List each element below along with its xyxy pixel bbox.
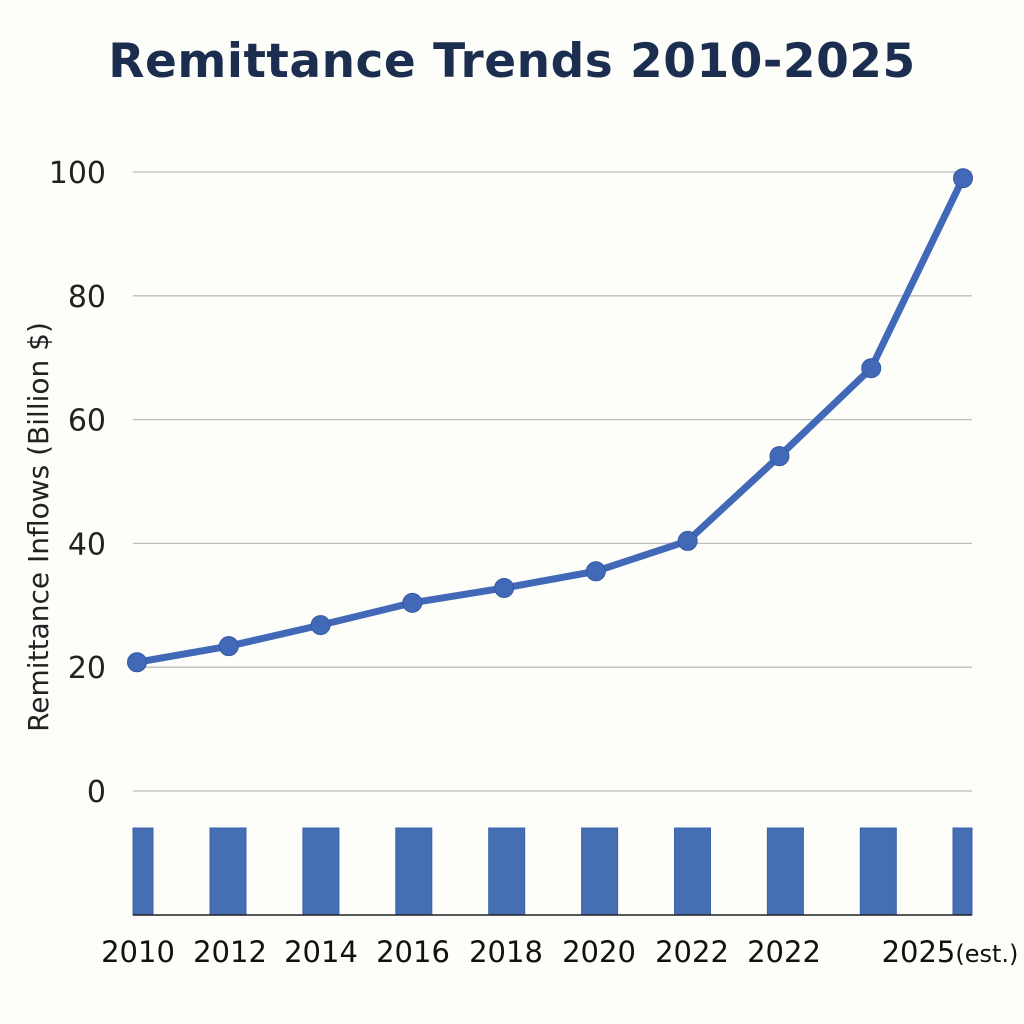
data-point	[861, 358, 882, 379]
bar-strip	[132, 827, 973, 916]
data-point	[953, 168, 973, 189]
data-point	[585, 561, 606, 582]
bar	[302, 827, 340, 916]
data-point	[769, 446, 790, 467]
x-tick-label: 2014	[284, 935, 358, 969]
bar	[209, 827, 247, 916]
data-point	[494, 577, 515, 598]
y-axis-label: Remittance Inflows (Billion $)	[22, 322, 55, 732]
y-tick-label: 0	[87, 775, 106, 810]
y-tick-label: 100	[49, 156, 106, 191]
bar	[581, 827, 619, 916]
bar	[859, 827, 897, 916]
x-tick-label: 2025(est.)	[882, 935, 1019, 969]
data-point	[218, 636, 239, 657]
data-point	[677, 530, 698, 551]
bar	[395, 827, 433, 916]
data-point	[310, 615, 331, 636]
series-line-group	[127, 168, 973, 673]
bar	[952, 827, 973, 916]
x-axis-ticks: 2010 2012 2014 2016 2018 2020 2022 2022 2025(est…	[101, 935, 1018, 969]
x-tick-label: 2020	[562, 935, 636, 969]
x-tick-label: 2012	[193, 935, 267, 969]
bar	[488, 827, 526, 916]
bar	[132, 827, 154, 916]
gridlines	[133, 171, 972, 792]
y-tick-label: 20	[68, 651, 106, 686]
chart-title: Remittance Trends 2010-2025	[108, 34, 916, 89]
x-tick-label: 2022	[655, 935, 729, 969]
data-point	[127, 652, 147, 673]
y-axis-ticks: 0 20 40 60 80 100	[49, 156, 106, 810]
x-tick-label: 2022	[747, 935, 821, 969]
x-tick-label: 2010	[101, 935, 175, 969]
bar	[766, 827, 804, 916]
x-tick-label: 2018	[469, 935, 543, 969]
y-tick-label: 60	[68, 404, 106, 439]
x-tick-label: 2016	[376, 935, 450, 969]
y-tick-label: 40	[68, 527, 106, 562]
bar	[674, 827, 711, 916]
data-point	[402, 592, 423, 613]
y-tick-label: 80	[68, 280, 106, 315]
series-line	[133, 174, 967, 666]
